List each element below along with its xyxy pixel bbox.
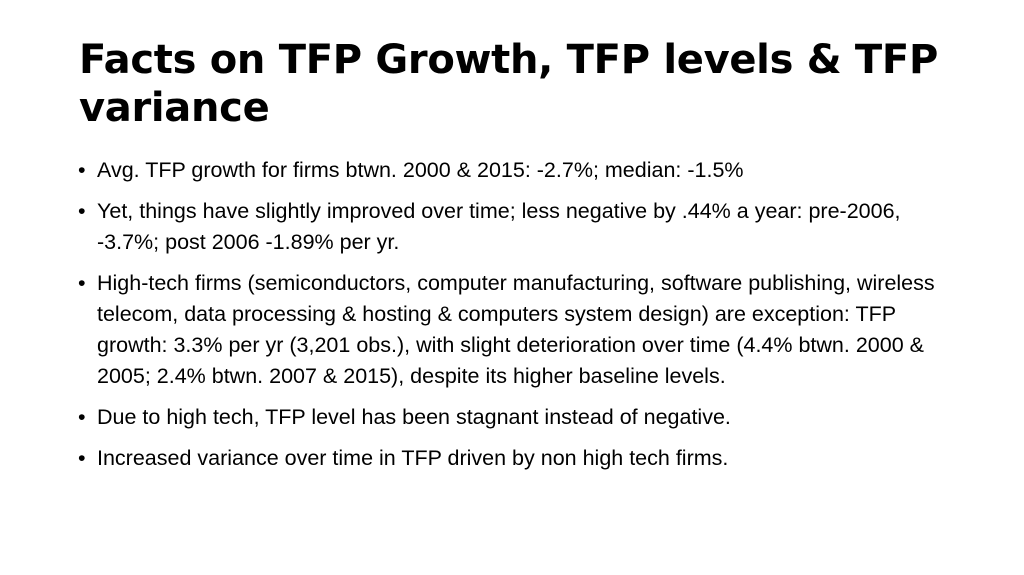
bullet-item: • Increased variance over time in TFP dr… bbox=[78, 443, 948, 474]
bullet-icon: • bbox=[78, 158, 86, 182]
bullet-icon: • bbox=[78, 271, 86, 295]
bullet-item: • Yet, things have slightly improved ove… bbox=[78, 196, 948, 258]
bullet-item: • Due to high tech, TFP level has been s… bbox=[78, 402, 948, 433]
bullet-icon: • bbox=[78, 446, 86, 470]
bullet-item: • High-tech firms (semiconductors, compu… bbox=[78, 268, 948, 392]
bullet-text: High-tech firms (semiconductors, compute… bbox=[97, 271, 935, 388]
bullet-item: • Avg. TFP growth for firms btwn. 2000 &… bbox=[78, 155, 948, 186]
bullet-text: Yet, things have slightly improved over … bbox=[97, 199, 901, 254]
bullet-text: Increased variance over time in TFP driv… bbox=[97, 446, 729, 470]
bullet-icon: • bbox=[78, 405, 86, 429]
bullet-icon: • bbox=[78, 199, 86, 223]
bullet-text: Due to high tech, TFP level has been sta… bbox=[97, 405, 731, 429]
bullet-text: Avg. TFP growth for firms btwn. 2000 & 2… bbox=[97, 158, 744, 182]
bullet-list: • Avg. TFP growth for firms btwn. 2000 &… bbox=[78, 155, 948, 484]
slide-title: Facts on TFP Growth, TFP levels & TFP va… bbox=[79, 37, 938, 131]
